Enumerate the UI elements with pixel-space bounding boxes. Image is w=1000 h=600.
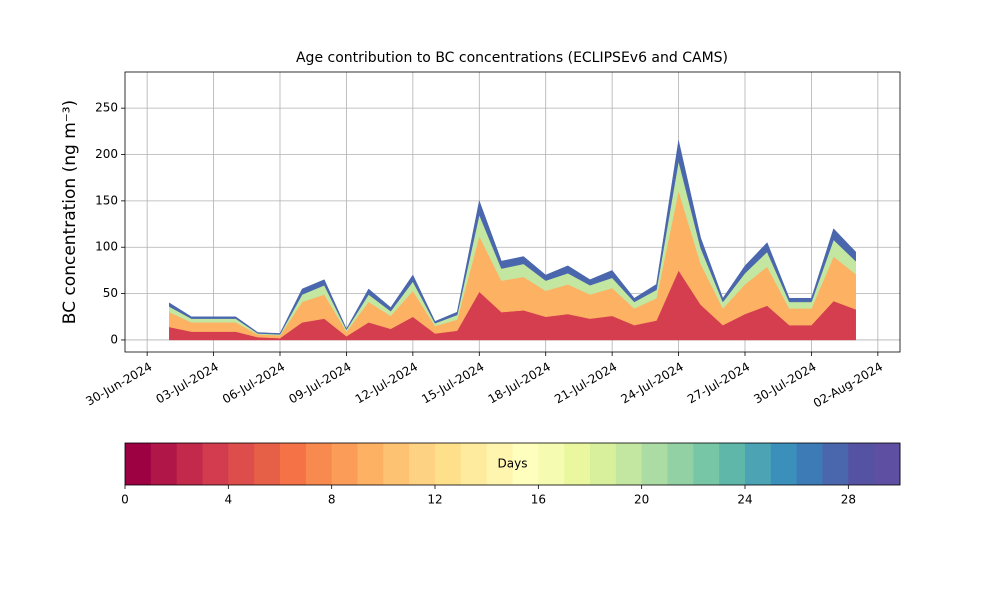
colorbar-cell <box>228 443 255 485</box>
plot-frame <box>124 71 901 353</box>
x-tick-label: 30-Jul-2024 <box>751 360 818 407</box>
y-tick-label: 100 <box>95 240 118 254</box>
colorbar-cell <box>357 443 384 485</box>
colorbar-cell <box>590 443 617 485</box>
colorbar-cell <box>538 443 565 485</box>
y-tick-label: 250 <box>95 101 118 115</box>
colorbar-tick-label: 4 <box>225 493 233 507</box>
colorbar-cell <box>486 443 513 485</box>
colorbar-cell <box>280 443 307 485</box>
y-tick-label: 200 <box>95 147 118 161</box>
x-tick-label: 24-Jul-2024 <box>619 360 686 407</box>
colorbar-cell <box>125 443 152 485</box>
colorbar-cell <box>848 443 875 485</box>
colorbar-cell <box>254 443 281 485</box>
x-tick-label: 02-Aug-2024 <box>811 360 885 411</box>
colorbar-cell <box>305 443 333 485</box>
colorbar-cell <box>383 443 410 485</box>
x-tick-label: 15-Jul-2024 <box>419 360 486 407</box>
x-tick-label: 30-Jun-2024 <box>83 360 154 409</box>
colorbar-tick-label: 24 <box>737 493 752 507</box>
chart-title: Age contribution to BC concentrations (E… <box>296 50 728 66</box>
colorbar-cell <box>460 443 488 485</box>
y-tick-label: 0 <box>110 332 118 346</box>
x-tick-label: 21-Jul-2024 <box>552 360 619 407</box>
colorbar-cell <box>202 443 229 485</box>
x-tick-label: 18-Jul-2024 <box>486 360 553 407</box>
y-axis-label: BC concentration (ng m⁻³) <box>60 100 80 324</box>
colorbar-cell <box>667 443 694 485</box>
colorbar-cell <box>693 443 720 485</box>
colorbar-cell <box>409 443 436 485</box>
x-tick-label: 09-Jul-2024 <box>286 360 353 407</box>
colorbar-tick-label: 12 <box>427 493 442 507</box>
x-tick-label: 03-Jul-2024 <box>154 360 221 407</box>
colorbar-cell <box>770 443 798 485</box>
x-tick-label: 12-Jul-2024 <box>353 360 420 407</box>
colorbar-cell <box>874 443 901 485</box>
colorbar-cell <box>615 443 643 485</box>
colorbar-tick-label: 28 <box>841 493 856 507</box>
colorbar-tick-label: 20 <box>634 493 649 507</box>
colorbar-cell <box>822 443 849 485</box>
colorbar-cell <box>796 443 823 485</box>
x-tick-label: 27-Jul-2024 <box>685 360 752 407</box>
colorbar-frame <box>124 442 901 486</box>
x-tick-label: 06-Jul-2024 <box>220 360 287 407</box>
y-tick-label: 150 <box>95 193 118 207</box>
colorbar-cell <box>176 443 203 485</box>
colorbar-cell <box>512 443 539 485</box>
area-layer <box>169 140 856 335</box>
colorbar-tick-label: 16 <box>531 493 546 507</box>
colorbar-cell <box>641 443 668 485</box>
colorbar-label: Days <box>498 457 528 471</box>
colorbar-cell <box>150 443 178 485</box>
colorbar-cell <box>331 443 358 485</box>
colorbar-cell <box>745 443 772 485</box>
colorbar-tick-label: 0 <box>121 493 129 507</box>
colorbar-cell <box>435 443 462 485</box>
colorbar-tick-label: 8 <box>328 493 336 507</box>
colorbar-cell <box>719 443 746 485</box>
y-tick-label: 50 <box>103 286 118 300</box>
colorbar-cell <box>564 443 591 485</box>
